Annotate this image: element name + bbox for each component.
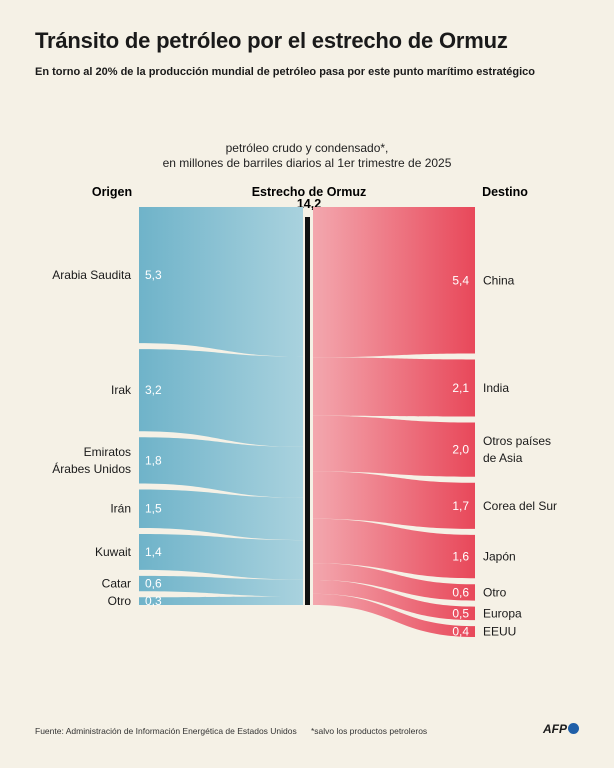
destination-flow	[313, 518, 475, 579]
destination-flow	[313, 357, 475, 417]
destination-value-label: 0,5	[452, 606, 469, 620]
origin-name-label: Árabes Unidos	[52, 461, 131, 476]
origin-flow	[139, 349, 303, 447]
logo-text: AFP	[543, 722, 567, 736]
origin-name-label: Irán	[110, 502, 131, 516]
destination-name-label: China	[483, 273, 515, 287]
note-line: petróleo crudo y condensado*,	[226, 141, 389, 155]
origin-value-label: 1,5	[145, 502, 162, 516]
destination-flow	[313, 415, 475, 477]
source-text: Fuente: Administración de Información En…	[35, 726, 297, 736]
destination-name-label: Europa	[483, 606, 522, 620]
destination-flow	[313, 207, 475, 358]
destination-flow	[313, 563, 475, 601]
origin-name-label: Irak	[111, 383, 132, 397]
origin-flow	[139, 575, 303, 597]
destination-value-label: 2,0	[452, 443, 469, 457]
destination-value-label: 1,6	[452, 550, 469, 564]
origin-flow	[139, 596, 303, 605]
origin-value-label: 1,8	[145, 453, 162, 467]
chart-title: Tránsito de petróleo por el estrecho de …	[35, 28, 508, 53]
origin-name-label: Otro	[108, 594, 132, 608]
logo-dot-icon	[568, 723, 579, 734]
afp-logo: AFP	[543, 722, 579, 736]
origin-flow	[139, 533, 303, 580]
origin-name-label: Kuwait	[95, 545, 132, 559]
destination-value-label: 5,4	[452, 273, 469, 287]
destination-name-label: India	[483, 381, 509, 395]
destination-flow	[313, 471, 475, 529]
destination-flow	[313, 593, 475, 637]
origin-flow	[139, 489, 303, 541]
origin-value-label: 3,2	[145, 383, 162, 397]
sankey-chart: petróleo crudo y condensado*,en millones…	[52, 141, 557, 639]
origin-flow	[139, 207, 303, 357]
destination-value-label: 0,6	[452, 585, 469, 599]
origin-value-label: 0,3	[145, 594, 162, 608]
origin-value-label: 5,3	[145, 268, 162, 282]
destination-name-label: Japón	[483, 550, 516, 564]
origin-value-label: 0,6	[145, 577, 162, 591]
strait-header: Estrecho de Ormuz	[252, 185, 367, 199]
strait-bar	[305, 217, 310, 605]
destination-name-label: de Asia	[483, 451, 523, 465]
footnote-text: *salvo los productos petroleros	[310, 726, 428, 736]
origin-flow	[139, 437, 303, 498]
destination-value-label: 2,1	[452, 381, 469, 395]
origin-header: Origen	[92, 185, 132, 199]
source-note: Fuente: Administración de Información En…	[35, 726, 427, 736]
chart-subtitle: En torno al 20% de la producción mundial…	[35, 66, 535, 78]
destination-name-label: Corea del Sur	[483, 499, 557, 513]
destination-header: Destino	[482, 185, 528, 199]
origin-name-label: Catar	[102, 577, 131, 591]
destination-name-label: EEUU	[483, 625, 516, 639]
destination-name-label: Otros países	[483, 434, 551, 448]
destination-name-label: Otro	[483, 585, 507, 599]
note-line: en millones de barriles diarios al 1er t…	[163, 156, 452, 170]
destination-value-label: 0,4	[452, 625, 469, 639]
destination-value-label: 1,7	[452, 499, 469, 513]
destination-flow	[313, 579, 475, 621]
origin-name-label: Emiratos	[84, 445, 131, 459]
origin-value-label: 1,4	[145, 545, 162, 559]
origin-name-label: Arabia Saudita	[52, 268, 131, 282]
